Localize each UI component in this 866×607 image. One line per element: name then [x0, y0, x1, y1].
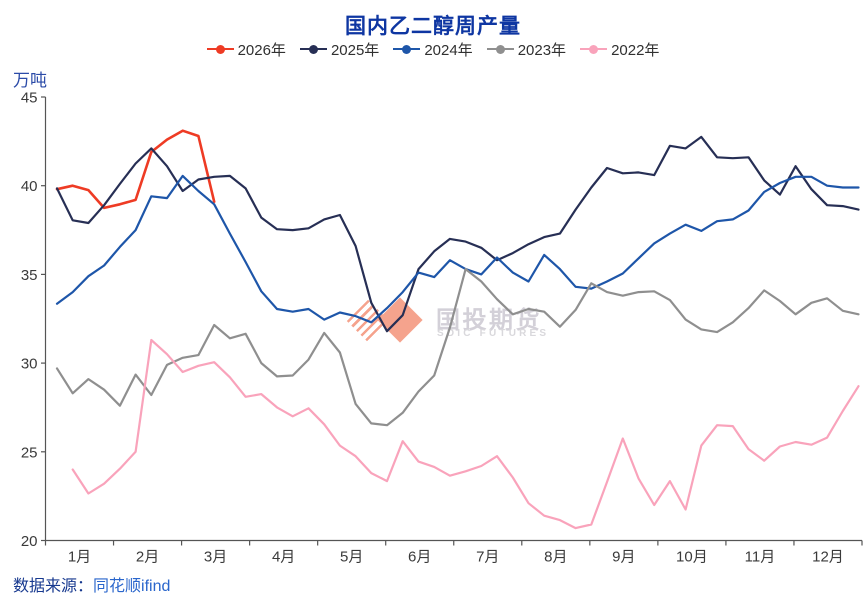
month-label-7月: 7月 — [476, 549, 499, 566]
legend-marker-icon — [393, 44, 421, 54]
series-line-2023年 — [55, 268, 860, 427]
legend-marker-icon — [486, 44, 514, 54]
data-source-label: 数据来源： — [13, 578, 94, 595]
legend-item-2024: 2024年 — [393, 39, 473, 60]
y-axis-unit-label: 万吨 — [13, 71, 47, 90]
legend-marker-icon — [206, 44, 234, 54]
data-source: 数据来源：同花顺ifind — [13, 572, 170, 596]
legend-item-2026: 2026年 — [206, 39, 286, 60]
legend-label: 2022年 — [611, 41, 660, 59]
y-tick-label-20: 20 — [21, 533, 38, 550]
month-label-3月: 3月 — [204, 549, 227, 566]
month-label-2月: 2月 — [136, 549, 159, 566]
series-line-2022年 — [71, 338, 860, 530]
y-tick-label-25: 25 — [21, 444, 38, 461]
legend-label: 2026年 — [237, 41, 286, 59]
month-label-5月: 5月 — [340, 549, 363, 566]
month-label-8月: 8月 — [544, 549, 567, 566]
watermark-en-text: SDIC FUTURES — [437, 328, 550, 339]
legend-marker-icon — [580, 44, 608, 54]
legend-label: 2023年 — [517, 41, 567, 59]
month-label-10月: 10月 — [676, 549, 708, 566]
month-label-4月: 4月 — [272, 549, 295, 566]
y-tick-label-30: 30 — [21, 356, 38, 373]
series-line-2025年 — [55, 135, 860, 333]
y-tick-label-45: 45 — [21, 90, 38, 107]
series-line-2024年 — [55, 174, 860, 324]
legend-label: 2025年 — [330, 41, 380, 59]
legend-item-2025: 2025年 — [299, 39, 380, 60]
chart-legend: 2026年 2025年 2024年 2023年 2022年 — [0, 39, 866, 60]
legend-label: 2024年 — [424, 41, 473, 59]
data-source-value: 同花顺ifind — [93, 578, 171, 595]
series-line-2026年 — [55, 129, 216, 210]
month-label-12月: 12月 — [812, 549, 844, 566]
legend-item-2023: 2023年 — [486, 39, 567, 60]
chart-title: 国内乙二醇周产量 — [345, 15, 521, 38]
y-tick-label-35: 35 — [21, 267, 38, 284]
month-label-1月: 1月 — [68, 549, 91, 566]
month-label-9月: 9月 — [612, 549, 635, 566]
month-label-11月: 11月 — [745, 549, 776, 566]
y-tick-label-40: 40 — [21, 178, 38, 195]
month-label-6月: 6月 — [408, 549, 431, 566]
legend-marker-icon — [299, 44, 327, 54]
legend-item-2022: 2022年 — [580, 39, 659, 60]
